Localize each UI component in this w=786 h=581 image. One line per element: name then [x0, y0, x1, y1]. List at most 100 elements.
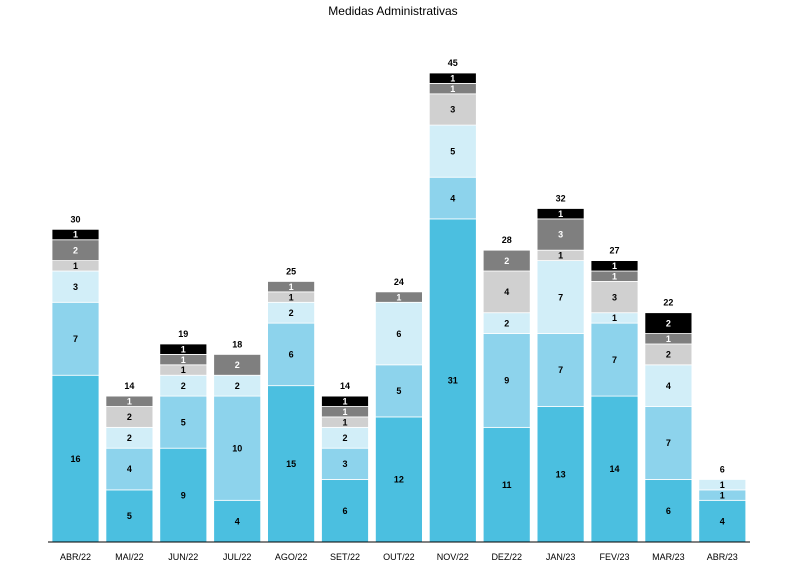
total-label: 30	[70, 214, 80, 224]
bar-segment	[267, 385, 316, 543]
data-label: 5	[396, 386, 401, 396]
data-label: 2	[235, 381, 240, 391]
bar-segment	[213, 353, 262, 376]
bar-segment	[590, 322, 639, 397]
data-label: 2	[504, 318, 509, 328]
bar-segment	[159, 343, 208, 355]
data-label: 1	[73, 261, 78, 271]
data-label: 2	[342, 433, 347, 443]
data-label: 4	[720, 516, 725, 526]
x-tick-label: MAR/23	[652, 552, 685, 562]
data-label: 2	[181, 381, 186, 391]
data-label: 2	[289, 308, 294, 318]
bar-segment	[267, 281, 316, 293]
data-label: 1	[342, 407, 347, 417]
data-label: 3	[342, 459, 347, 469]
bar-segment	[590, 281, 639, 314]
total-label: 25	[286, 266, 296, 276]
total-label: 19	[178, 329, 188, 339]
x-tick-label: DEZ/22	[491, 552, 522, 562]
data-label: 1	[73, 230, 78, 240]
bar-segment	[590, 260, 639, 272]
x-tick-label: ABR/22	[60, 552, 91, 562]
bar-segment	[159, 395, 208, 449]
total-label: 27	[609, 246, 619, 256]
data-label: 1	[450, 84, 455, 94]
x-tick-label: OUT/22	[383, 552, 415, 562]
bar-segment	[51, 301, 100, 376]
bar-segment	[213, 395, 262, 501]
data-label: 4	[504, 287, 509, 297]
data-label: 1	[558, 209, 563, 219]
bar-segment	[374, 301, 423, 366]
data-label: 31	[448, 376, 458, 386]
data-label: 7	[73, 334, 78, 344]
data-label: 2	[127, 412, 132, 422]
data-label: 3	[612, 292, 617, 302]
data-label: 4	[666, 381, 671, 391]
data-label: 1	[181, 355, 186, 365]
data-label: 10	[232, 443, 242, 453]
bar-segment	[321, 395, 369, 407]
data-label: 1	[342, 397, 347, 407]
x-tick-label: JUL/22	[223, 552, 252, 562]
total-label: 22	[663, 298, 673, 308]
data-label: 6	[289, 350, 294, 360]
data-label: 1	[127, 397, 132, 407]
bar-segment	[159, 447, 208, 543]
data-label: 5	[127, 511, 132, 521]
data-label: 1	[720, 480, 725, 490]
total-label: 45	[448, 58, 458, 68]
bar-segment	[374, 364, 423, 418]
bar-segment	[482, 249, 531, 272]
data-label: 2	[73, 245, 78, 255]
chart-title: Medidas Administrativas	[328, 4, 457, 18]
total-label: 28	[502, 235, 512, 245]
data-label: 6	[342, 506, 347, 516]
bar-segment	[267, 322, 316, 387]
data-label: 4	[235, 516, 240, 526]
bar-segment	[374, 291, 423, 303]
total-label: 18	[232, 339, 242, 349]
bar-segment	[428, 93, 477, 126]
x-tick-label: JAN/23	[546, 552, 576, 562]
data-label: 1	[289, 292, 294, 302]
total-label: 6	[720, 464, 725, 474]
x-tick-label: SET/22	[330, 552, 360, 562]
data-label: 1	[342, 417, 347, 427]
data-label: 1	[612, 261, 617, 271]
bar-segment	[536, 218, 585, 251]
bar-segment	[428, 72, 477, 84]
data-label: 7	[558, 365, 563, 375]
data-label: 5	[450, 146, 455, 156]
bar-segment	[644, 312, 693, 334]
data-label: 14	[609, 464, 619, 474]
data-label: 1	[450, 73, 455, 83]
data-label: 11	[502, 480, 512, 490]
bar-segment	[536, 333, 585, 407]
bar-segment	[51, 228, 100, 241]
data-label: 12	[394, 475, 404, 485]
x-tick-label: NOV/22	[437, 552, 469, 562]
data-label: 1	[612, 271, 617, 281]
data-label: 2	[666, 350, 671, 360]
data-label: 1	[612, 313, 617, 323]
total-label: 32	[556, 193, 566, 203]
data-label: 1	[396, 292, 401, 302]
bar-segment	[105, 395, 154, 407]
data-label: 13	[556, 469, 566, 479]
data-label: 6	[396, 329, 401, 339]
bar-segment	[428, 124, 477, 178]
total-label: 24	[394, 277, 404, 287]
x-tick-label: AGO/22	[275, 552, 308, 562]
data-label: 1	[558, 251, 563, 261]
data-label: 1	[720, 490, 725, 500]
data-label: 2	[235, 360, 240, 370]
x-tick-label: JUN/22	[168, 552, 198, 562]
bar-segment	[51, 374, 100, 543]
data-label: 7	[612, 355, 617, 365]
data-label: 2	[666, 318, 671, 328]
bar-segment	[428, 176, 477, 220]
bar-segment	[428, 218, 477, 543]
